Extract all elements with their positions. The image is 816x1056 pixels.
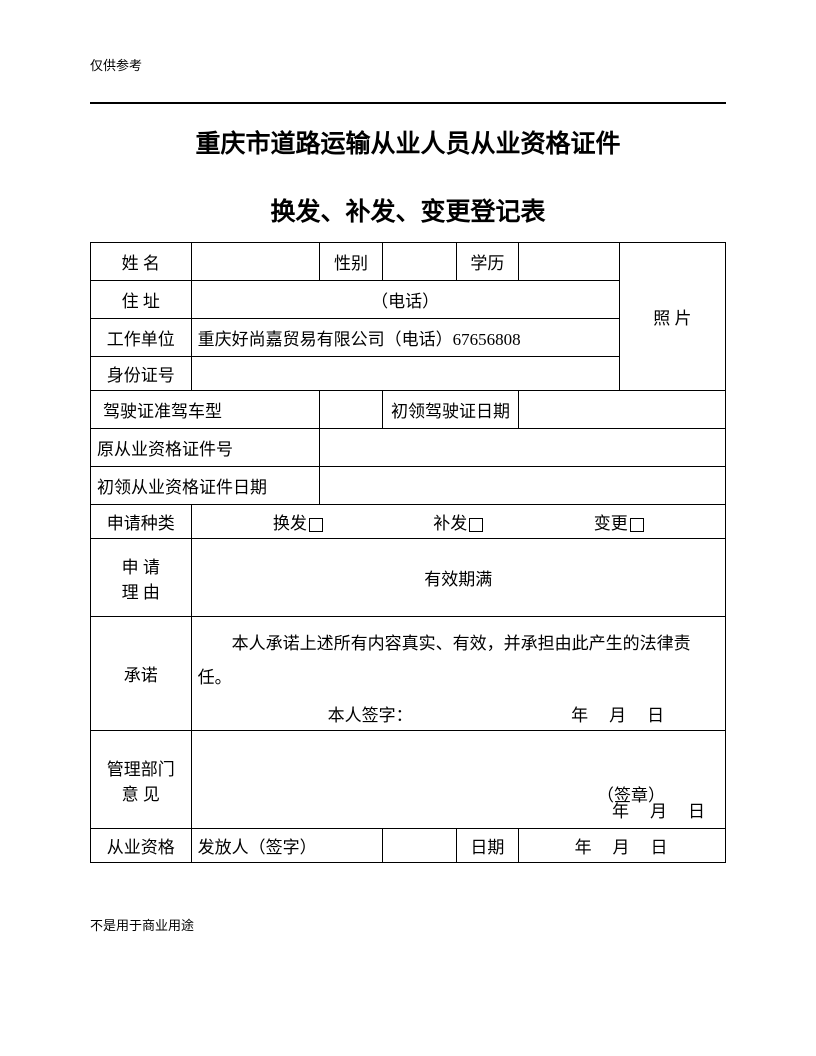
field-commitment: 本人承诺上述所有内容真实、有效，并承担由此产生的法律责任。 本人签字： 年 月 …: [191, 617, 725, 731]
field-id-number[interactable]: [191, 357, 619, 391]
label-work-unit: 工作单位: [91, 319, 192, 357]
checkbox-icon[interactable]: [469, 518, 483, 532]
header-note: 仅供参考: [90, 55, 726, 74]
title-divider: [90, 102, 726, 104]
label-id-number: 身份证号: [91, 357, 192, 391]
field-education[interactable]: [519, 243, 620, 281]
field-address[interactable]: （电话）: [191, 281, 619, 319]
label-first-cert-date: 初领从业资格证件日期: [91, 467, 320, 505]
option-renewal[interactable]: 换发: [273, 509, 323, 534]
mgmt-date: 年 月 日: [612, 797, 707, 822]
label-application-type: 申请种类: [91, 505, 192, 539]
checkbox-icon[interactable]: [630, 518, 644, 532]
label-gender: 性别: [320, 243, 383, 281]
field-gender[interactable]: [382, 243, 456, 281]
option-change[interactable]: 变更: [594, 509, 644, 534]
label-vehicle-type: 驾驶证准驾车型: [91, 391, 320, 429]
label-issuer: 发放人（签字）: [191, 829, 382, 863]
option-reissue[interactable]: 补发: [433, 509, 483, 534]
label-qualification: 从业资格: [91, 829, 192, 863]
label-address: 住 址: [91, 281, 192, 319]
field-issue-date[interactable]: 年 月 日: [519, 829, 726, 863]
label-first-license-date: 初领驾驶证日期: [382, 391, 518, 429]
field-first-cert-date[interactable]: [320, 467, 726, 505]
label-education: 学历: [456, 243, 519, 281]
label-original-cert-no: 原从业资格证件号: [91, 429, 320, 467]
footer-note: 不是用于商业用途: [90, 915, 726, 934]
label-mgmt-opinion: 管理部门 意 见: [91, 731, 192, 829]
photo-cell: 照 片: [619, 243, 725, 391]
field-first-license-date[interactable]: [519, 391, 726, 429]
registration-form-table: 姓 名 性别 学历 照 片 住 址 （电话） 工作单位 重庆好尚嘉贸易有限公司（…: [90, 242, 726, 863]
field-issuer[interactable]: [382, 829, 456, 863]
field-original-cert-no[interactable]: [320, 429, 726, 467]
checkbox-icon[interactable]: [309, 518, 323, 532]
page-subtitle: 换发、补发、变更登记表: [90, 192, 726, 228]
field-reason[interactable]: 有效期满: [191, 539, 725, 617]
field-name[interactable]: [191, 243, 320, 281]
label-reason: 申 请 理 由: [91, 539, 192, 617]
commitment-text: 本人承诺上述所有内容真实、有效，并承担由此产生的法律责任。: [198, 621, 719, 697]
label-name: 姓 名: [91, 243, 192, 281]
page-title: 重庆市道路运输从业人员从业资格证件: [90, 124, 726, 160]
field-work-unit[interactable]: 重庆好尚嘉贸易有限公司（电话）67656808: [191, 319, 619, 357]
label-commitment: 承诺: [91, 617, 192, 731]
field-mgmt-opinion[interactable]: （签章） 年 月 日: [191, 731, 725, 829]
label-date: 日期: [456, 829, 519, 863]
field-vehicle-type[interactable]: [320, 391, 383, 429]
field-application-type: 换发 补发 变更: [191, 505, 725, 539]
signature-line: 本人签字： 年 月 日: [198, 697, 719, 726]
